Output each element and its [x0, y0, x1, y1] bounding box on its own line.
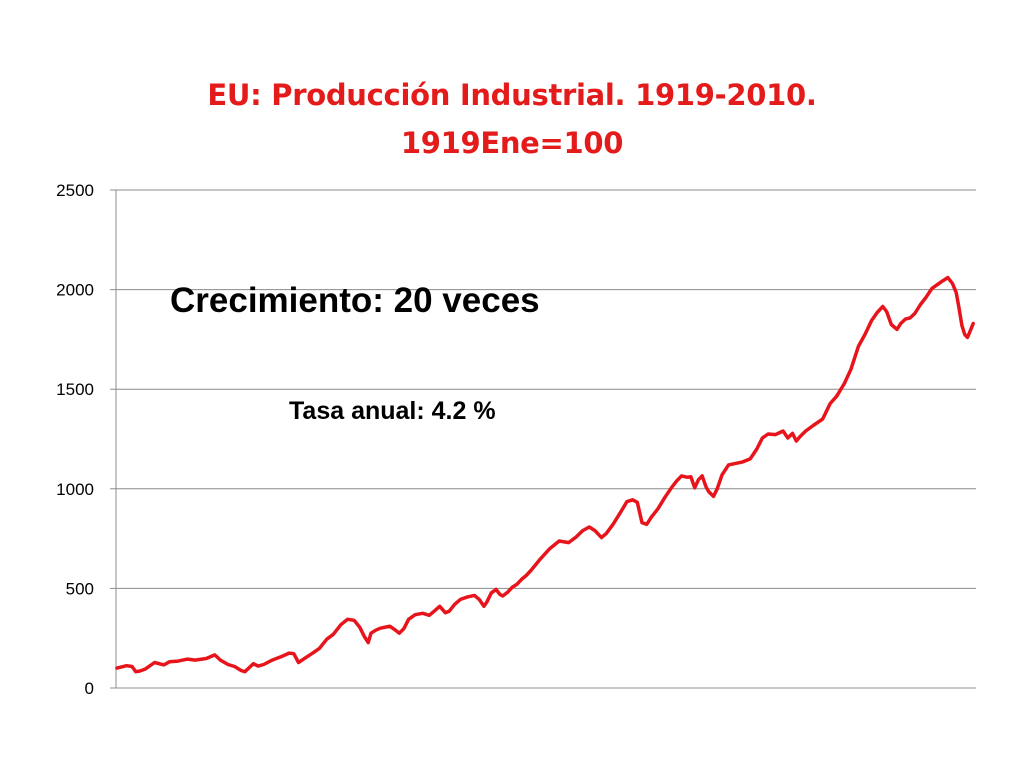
y-tick-label: 2000	[56, 281, 94, 300]
annotation-annual-rate: Tasa anual: 4.2 %	[289, 397, 496, 425]
y-tick-label: 0	[85, 679, 94, 698]
chart-subtitle: 1919Ene=100	[400, 126, 624, 160]
axes	[115, 190, 976, 689]
y-tick-label: 1500	[56, 380, 94, 399]
y-tick-label: 500	[66, 579, 94, 598]
series-lines	[115, 275, 975, 674]
gridlines	[116, 189, 976, 589]
y-tick-label: 1000	[56, 480, 94, 499]
annotation-growth: Crecimiento: 20 veces	[170, 281, 540, 320]
series-line	[115, 275, 975, 674]
chart-title: EU: Producción Industrial. 1919-2010.	[207, 78, 817, 112]
y-tick-label: 2500	[56, 181, 94, 200]
y-axis-ticks: 0 500 1000 1500 2000 2500	[56, 181, 116, 698]
